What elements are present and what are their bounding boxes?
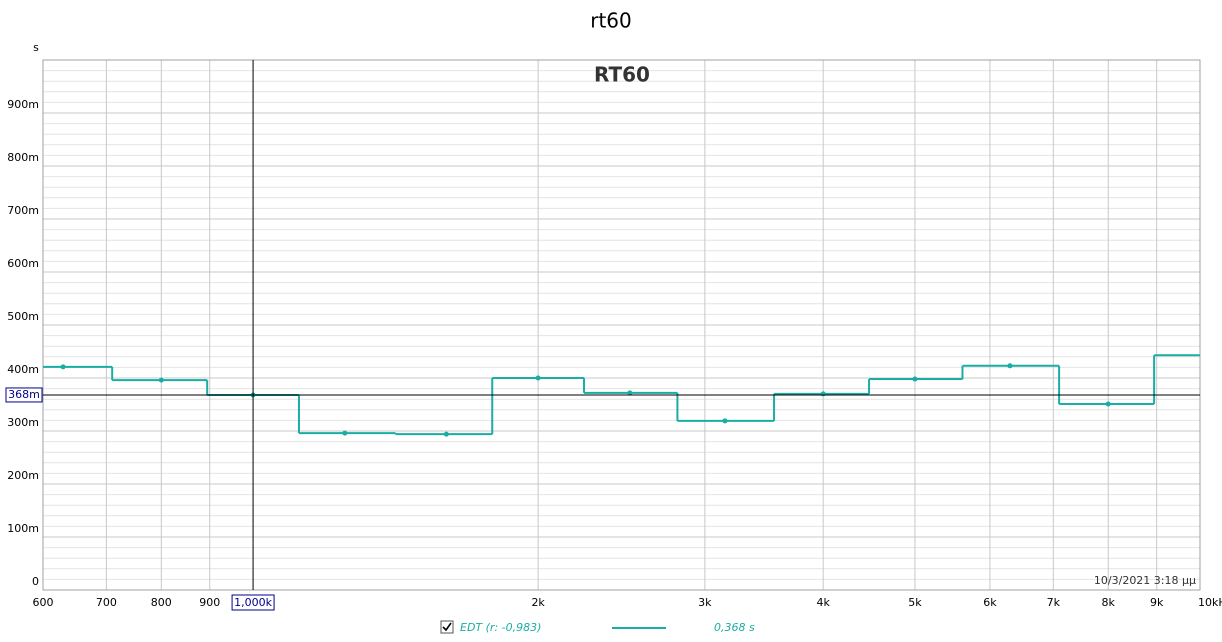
y-unit: s xyxy=(33,41,39,54)
y-tick-label: 600m xyxy=(7,257,39,270)
point xyxy=(443,431,449,437)
x-tick-label: 900 xyxy=(199,596,220,609)
legend-checkbox[interactable] xyxy=(440,620,454,634)
y-tick-label: 200m xyxy=(7,469,39,482)
legend-check xyxy=(442,622,452,632)
cursor-x-box xyxy=(231,594,275,611)
x-tick-label: 2k xyxy=(531,596,545,609)
point xyxy=(535,375,541,381)
x-tick-label: 800 xyxy=(151,596,172,609)
x-tick-label: 4k xyxy=(816,596,830,609)
point xyxy=(1105,401,1111,407)
chart-title: rt60 xyxy=(590,9,632,33)
y-tick-label: 500m xyxy=(7,310,39,323)
point xyxy=(820,391,826,397)
point xyxy=(722,418,728,424)
legend-label: EDT (r: -0,983) xyxy=(460,621,541,634)
x-tick-label: 7k xyxy=(1047,596,1061,609)
point xyxy=(342,430,348,436)
cursor-y-box xyxy=(5,387,43,403)
x-tick-label: 10kHz xyxy=(1198,596,1222,609)
cursor-x-label: 1,000k xyxy=(234,596,272,609)
point xyxy=(912,376,918,382)
point xyxy=(158,377,164,383)
y-tick-label: 0 xyxy=(32,575,39,588)
x-tick-label: 700 xyxy=(96,596,117,609)
y-tick-label: 900m xyxy=(7,98,39,111)
x-tick-label: 6k xyxy=(983,596,997,609)
plot-border xyxy=(42,59,1201,591)
x-tick-label: 600 xyxy=(33,596,54,609)
x-tick-label: 5k xyxy=(908,596,922,609)
legend-value: 0,368 s xyxy=(714,621,755,634)
x-tick-label: 3k xyxy=(698,596,712,609)
point xyxy=(627,390,633,396)
x-tick-label: 8k xyxy=(1102,596,1116,609)
point xyxy=(60,364,66,370)
y-tick-label: 400m xyxy=(7,363,39,376)
y-tick-label: 800m xyxy=(7,151,39,164)
y-tick-label: 700m xyxy=(7,204,39,217)
cursor-y-label: 368m xyxy=(8,388,40,401)
point xyxy=(1007,363,1013,369)
x-tick-label: 9k xyxy=(1150,596,1164,609)
y-tick-label: 100m xyxy=(7,522,39,535)
timestamp: 10/3/2021 3:18 μμ xyxy=(1094,574,1196,587)
chart-subtitle: RT60 xyxy=(594,63,650,87)
y-tick-label: 300m xyxy=(7,416,39,429)
